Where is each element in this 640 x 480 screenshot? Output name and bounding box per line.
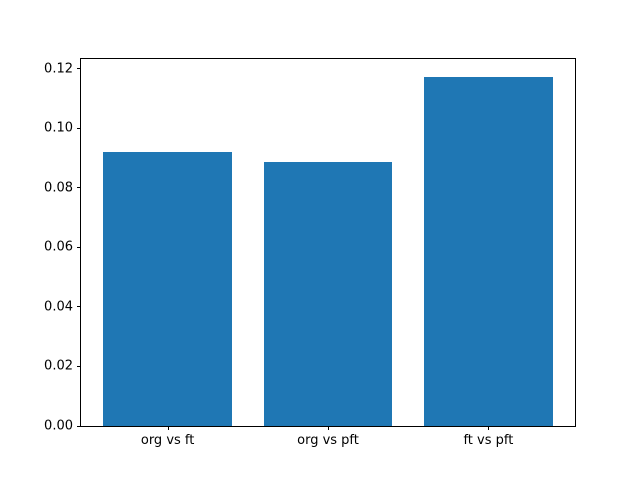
bars-layer [81, 59, 575, 426]
x-tick-mark [488, 426, 490, 430]
y-tick-label: 0.00 [44, 418, 73, 434]
bar-org-vs-pft [263, 161, 393, 426]
y-tick-mark [77, 425, 81, 427]
x-tick-mark [167, 426, 169, 430]
x-tick-label: ft vs pft [463, 433, 514, 448]
y-tick-mark [77, 306, 81, 308]
y-tick-label: 0.04 [44, 299, 73, 315]
x-tick-mark [328, 426, 329, 430]
y-tick-label: 0.06 [44, 239, 73, 255]
y-tick-mark [77, 127, 81, 129]
x-tick-label: org vs pft [297, 433, 359, 448]
plot-area: 0.00 0.02 0.04 0.06 0.08 0.10 0.12 org vs ft or… [44, 58, 576, 447]
x-tick-label: org vs ft [140, 433, 195, 448]
y-tick-label: 0.12 [44, 61, 73, 77]
bar-org-vs-ft [103, 151, 232, 426]
y-tick-label: 0.02 [44, 358, 73, 374]
y-tick-label: 0.08 [44, 180, 73, 196]
y-tick-mark [77, 187, 81, 189]
y-tick-mark [77, 365, 81, 367]
bar-ft-vs-pft [424, 76, 553, 426]
y-tick-mark [77, 246, 81, 248]
y-tick-label: 0.10 [44, 120, 73, 136]
y-tick-mark [77, 68, 81, 70]
